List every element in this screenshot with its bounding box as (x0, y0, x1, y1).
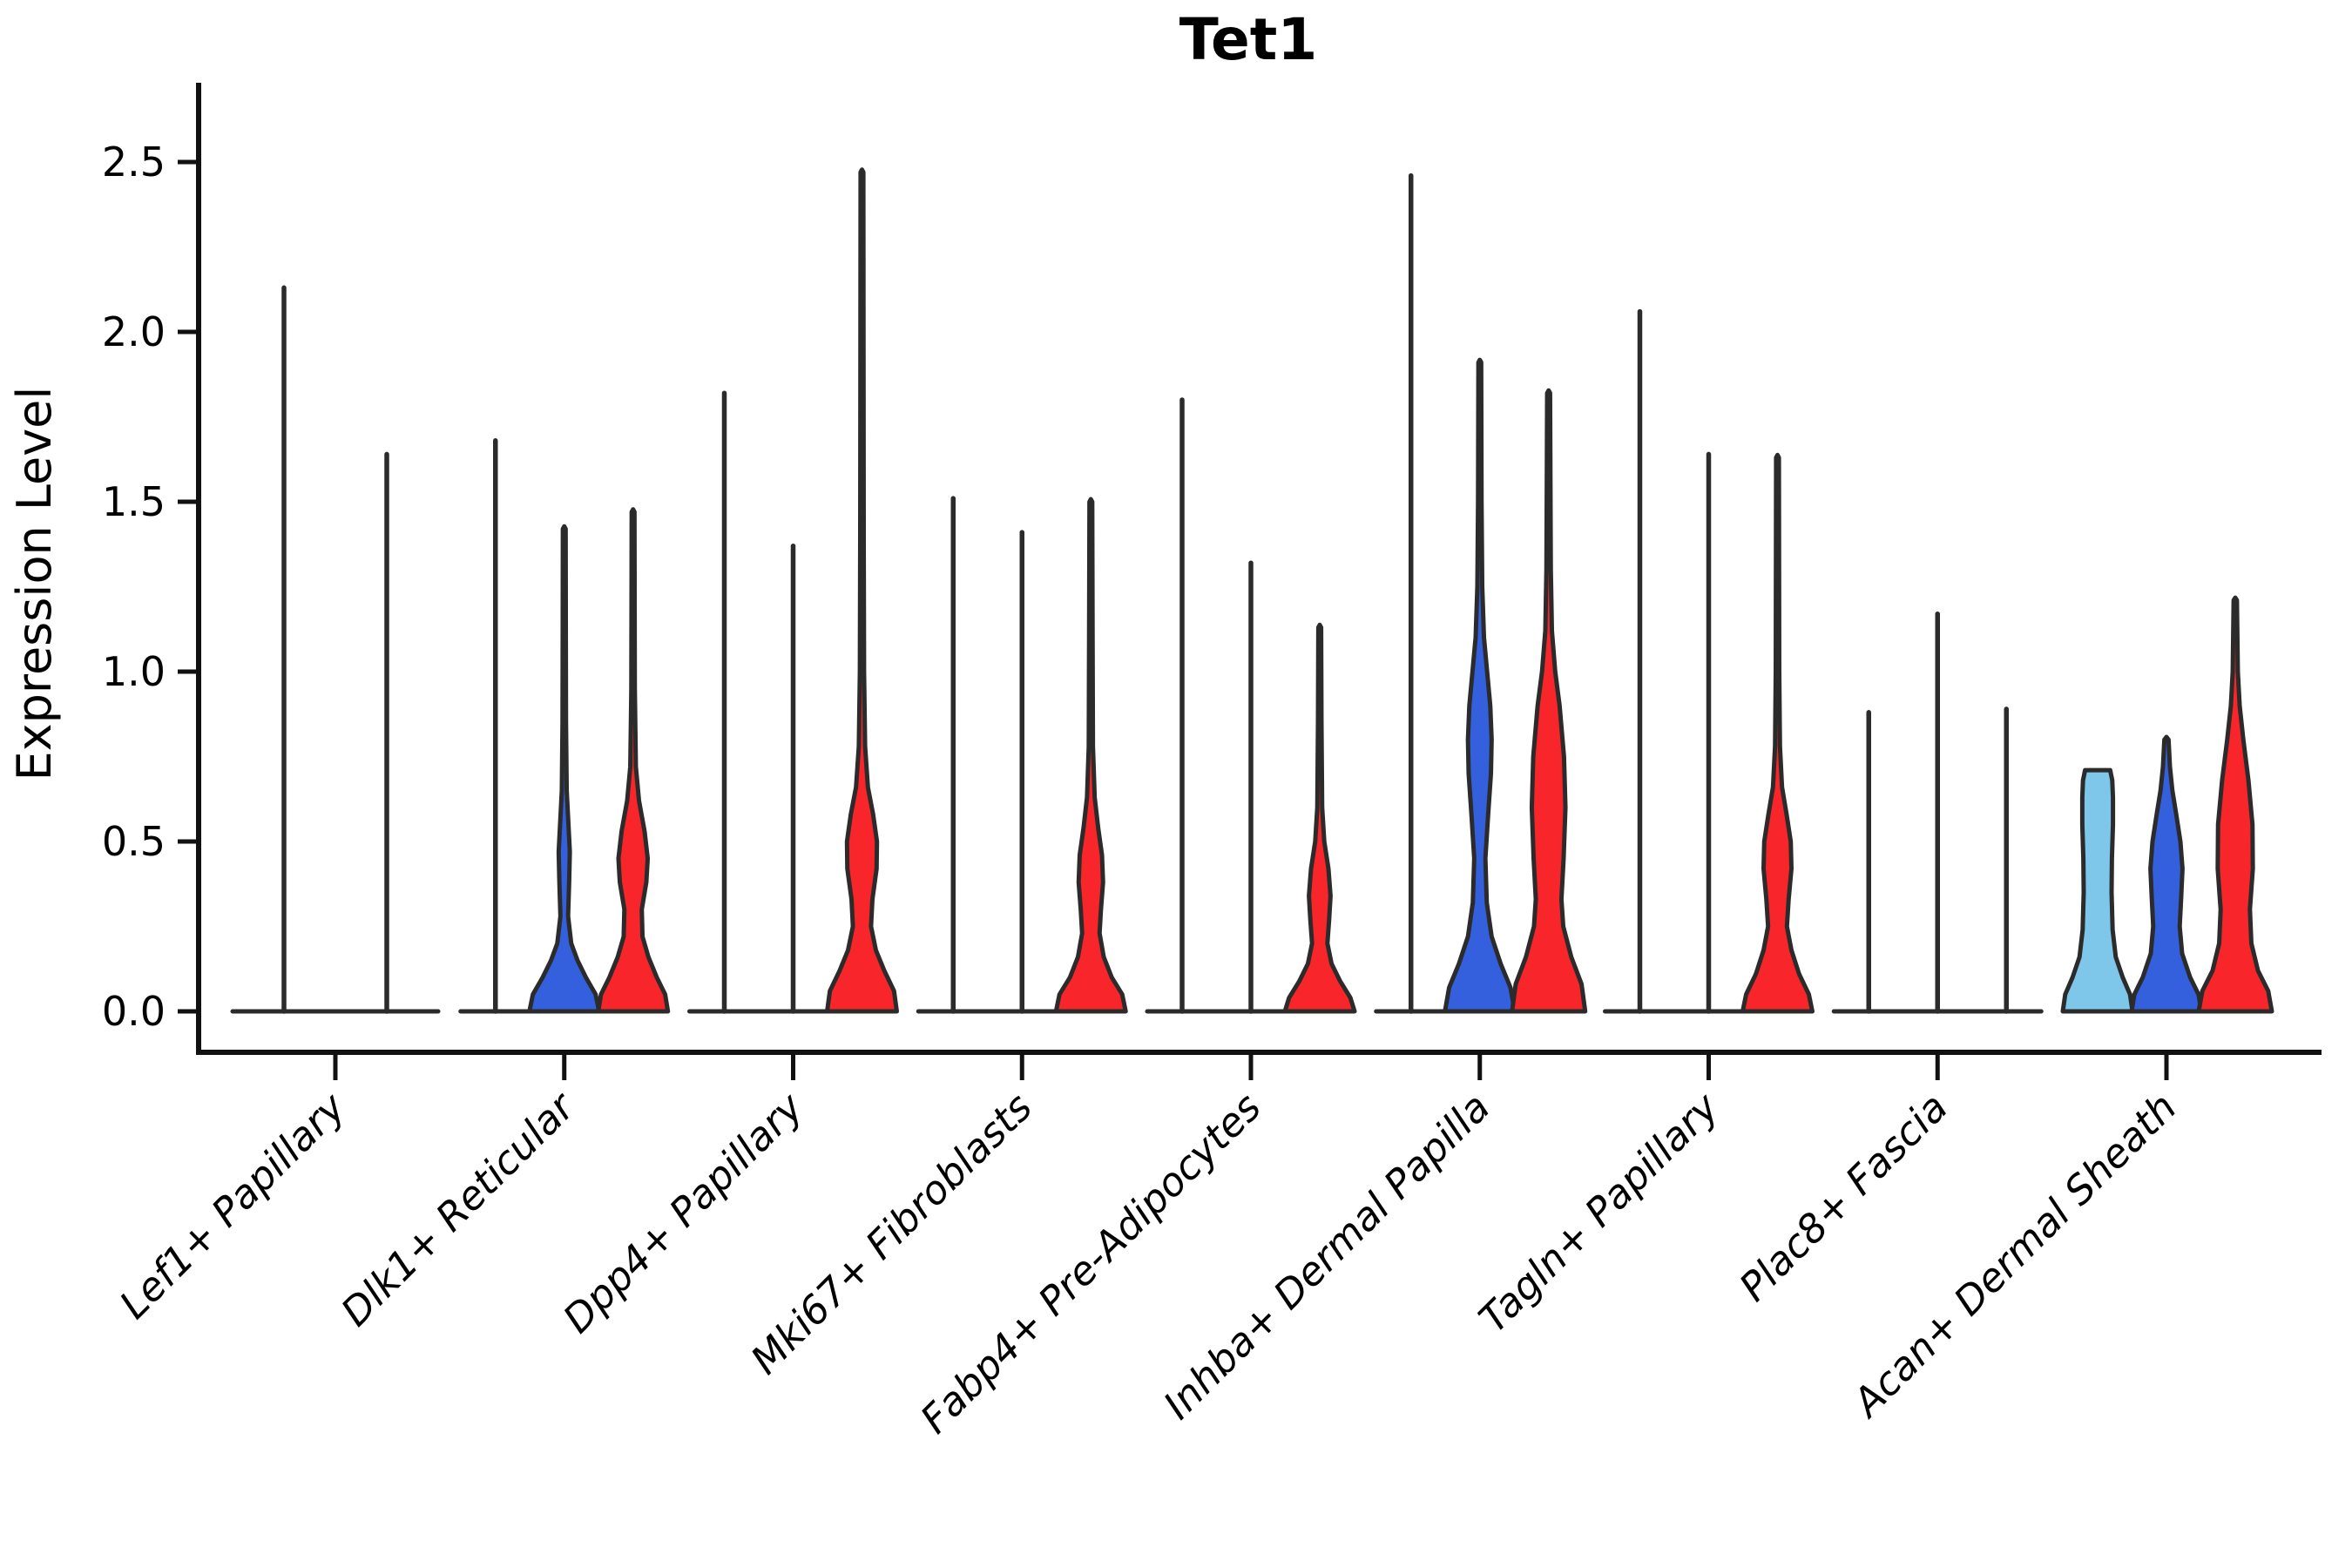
violin (1740, 452, 1815, 1014)
y-tick-label: 2.5 (102, 139, 166, 186)
y-tick-label: 0.0 (102, 988, 166, 1035)
violin-group (1145, 397, 1357, 1014)
violin (2129, 734, 2204, 1014)
violin (2196, 595, 2274, 1014)
violin (1510, 388, 1588, 1014)
violin-group (2060, 595, 2274, 1014)
violin-group (230, 285, 441, 1014)
violin-group (1603, 308, 1815, 1014)
y-tick-label: 0.5 (102, 818, 166, 865)
x-tick-label: Lef1+ Papillary (111, 1083, 355, 1328)
violin-group (916, 496, 1128, 1014)
violin (527, 524, 602, 1014)
y-axis-label: Expression Level (7, 387, 62, 781)
y-tick-label: 1.0 (102, 648, 166, 695)
violin (1443, 357, 1517, 1014)
chart-title: Tet1 (1179, 6, 1318, 73)
violin-group (687, 167, 899, 1014)
violin (596, 507, 671, 1014)
violins-layer (230, 167, 2274, 1014)
violin (2060, 767, 2135, 1014)
x-tick-label: Plac8+ Fascia (1730, 1084, 1957, 1310)
x-tick-label: Dpp4+ Papillary (554, 1083, 813, 1342)
y-tick-label: 1.5 (102, 478, 166, 525)
x-tick-label: Tagln+ Papillary (1470, 1083, 1728, 1342)
violin (825, 167, 899, 1014)
violin-group (1374, 172, 1588, 1014)
x-tick-label: Dlk1+ Reticular (332, 1083, 585, 1335)
y-axis-ticks: 0.0 0.5 1.0 1.5 2.0 2.5 (102, 139, 199, 1035)
violin (1053, 497, 1128, 1014)
violin-group (1831, 611, 2044, 1014)
violin (1282, 622, 1357, 1014)
y-tick-label: 2.0 (102, 308, 166, 355)
violin-group (458, 438, 671, 1014)
